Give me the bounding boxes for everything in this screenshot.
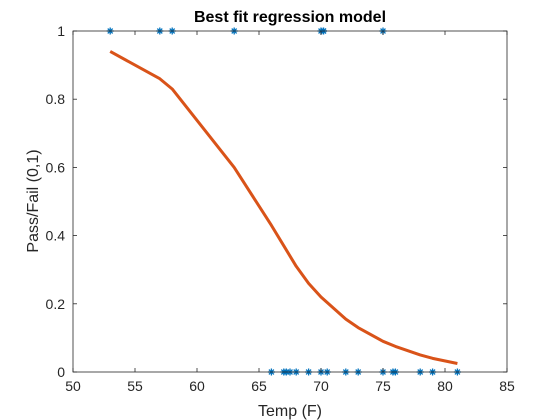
x-tick-label: 85 (499, 378, 515, 394)
chart-title: Best fit regression model (194, 9, 386, 26)
y-tick-label: 0.8 (46, 91, 66, 107)
x-tick-label: 75 (375, 378, 391, 394)
y-axis: 0 0.2 0.4 0.6 0.8 1 (46, 23, 507, 380)
x-tick-label: 65 (251, 378, 267, 394)
y-tick-label: 0.2 (46, 296, 66, 312)
y-tick-label: 0.6 (46, 159, 66, 175)
x-tick-label: 60 (189, 378, 205, 394)
axes-box (72, 30, 508, 373)
y-tick-label: 0.4 (46, 228, 66, 244)
plot-area (73, 31, 507, 372)
x-tick-label: 70 (313, 378, 329, 394)
y-axis-label: Pass/Fail (0,1) (25, 149, 42, 252)
fit-curve (109, 50, 458, 365)
x-axis: 50 55 60 65 70 75 80 85 (65, 31, 515, 394)
x-axis-label: Temp (F) (258, 403, 322, 420)
x-tick-label: 80 (437, 378, 453, 394)
y-tick-label: 0 (57, 364, 65, 380)
x-tick-label: 55 (127, 378, 143, 394)
y-tick-label: 1 (57, 23, 65, 39)
x-tick-label: 50 (65, 378, 81, 394)
